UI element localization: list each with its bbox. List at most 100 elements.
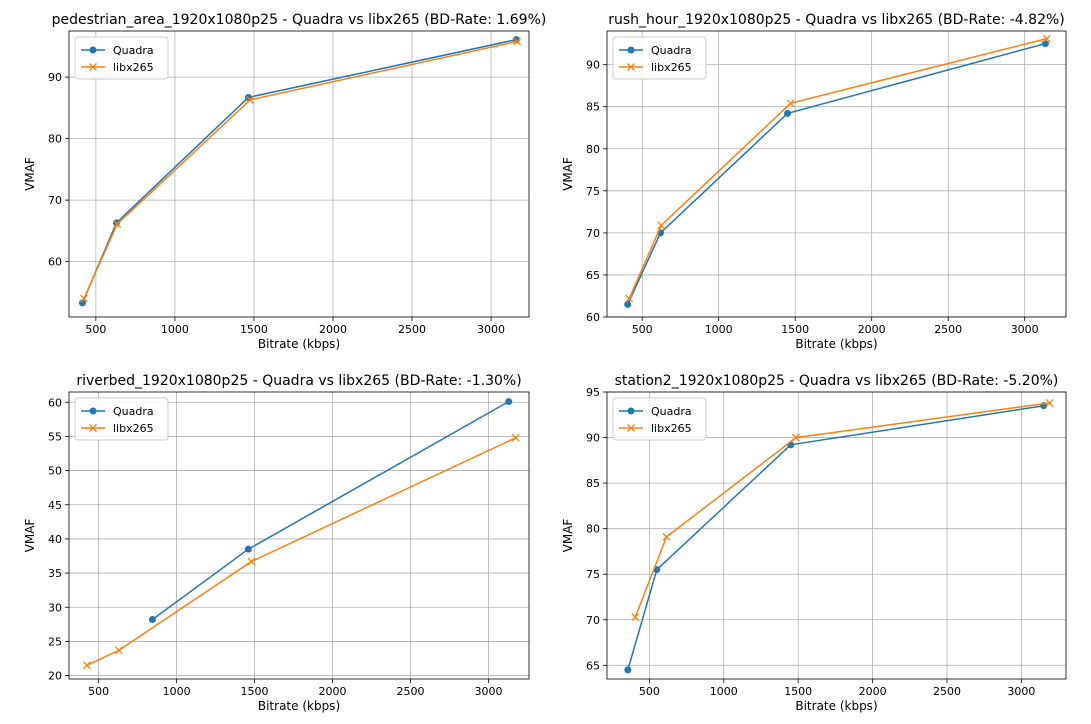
y-tick-label: 35: [48, 567, 62, 580]
legend-marker: [627, 63, 635, 71]
data-point-quadra: [784, 109, 792, 117]
x-tick-label: 1000: [161, 323, 189, 336]
y-tick-label: 95: [586, 386, 600, 399]
y-axis-label: VMAF: [23, 157, 37, 191]
data-point-libx265: [662, 532, 671, 541]
data-point-libx265: [511, 433, 520, 442]
data-point-libx265: [113, 220, 122, 229]
y-axis-label: VMAF: [561, 519, 575, 553]
y-tick-label: 70: [586, 614, 600, 627]
x-tick-label: 500: [639, 685, 660, 698]
series-line-quadra: [151, 400, 510, 621]
series-line-quadra: [627, 404, 1044, 671]
legend-label: Quadra: [113, 44, 154, 57]
legend-label: Quadra: [651, 44, 692, 57]
x-tick-label: 2500: [396, 685, 424, 698]
data-point-libx265: [513, 37, 522, 46]
plot-frame: [606, 30, 1067, 318]
y-tick-label: 40: [48, 533, 62, 546]
y-tick-label: 60: [586, 311, 600, 324]
y-axis-label: VMAF: [23, 519, 37, 553]
data-point-quadra: [244, 545, 252, 553]
data-point-quadra: [1041, 40, 1049, 48]
x-tick-label: 2500: [398, 323, 426, 336]
x-tick-label: 500: [632, 323, 653, 336]
x-tick-label: 1000: [710, 685, 738, 698]
y-tick-label: 70: [586, 227, 600, 240]
y-tick-label: 45: [48, 499, 62, 512]
legend-marker: [627, 46, 635, 54]
x-tick-label: 2000: [319, 685, 347, 698]
legend-label: libx265: [113, 422, 154, 435]
legend-marker: [89, 63, 97, 71]
data-point-libx265: [791, 433, 800, 442]
chart-title: rush_hour_1920x1080p25 - Quadra vs libx2…: [608, 12, 1065, 28]
x-tick-label: 1000: [705, 323, 733, 336]
data-point-quadra: [148, 616, 156, 624]
x-tick-label: 3000: [1007, 685, 1035, 698]
plot-frame: [68, 391, 530, 680]
data-point-libx265: [247, 557, 256, 566]
series-line-libx265: [634, 402, 1050, 618]
x-tick-label: 2500: [933, 685, 961, 698]
y-tick-label: 75: [586, 185, 600, 198]
y-tick-label: 60: [48, 396, 62, 409]
data-point-libx265: [82, 661, 91, 670]
data-point-libx265: [1045, 398, 1054, 407]
legend-marker: [627, 407, 635, 415]
x-axis-label: Bitrate (kbps): [795, 337, 877, 351]
x-tick-label: 1500: [241, 685, 269, 698]
y-tick-label: 80: [586, 523, 600, 536]
chart-title: pedestrian_area_1920x1080p25 - Quadra vs…: [52, 12, 547, 28]
data-point-libx265: [631, 613, 640, 622]
legend-label: libx265: [651, 61, 692, 74]
x-tick-label: 1500: [784, 685, 812, 698]
x-axis-label: Bitrate (kbps): [258, 699, 340, 713]
series-line-libx265: [86, 437, 517, 666]
x-axis-label: Bitrate (kbps): [795, 699, 877, 713]
chart-panel-4: 500 1000 1500 2000 2500 3000 65 70 75 80 85 90 95 sta…: [561, 373, 1067, 713]
y-tick-label: 80: [586, 143, 600, 156]
data-point-libx265: [246, 95, 254, 104]
y-tick-label: 30: [48, 601, 62, 614]
series-line-libx265: [83, 40, 518, 299]
legend-marker: [627, 424, 635, 432]
legend-label: Quadra: [113, 405, 154, 418]
legend-box: [74, 36, 169, 80]
chart-panel-2: 500 1000 1500 2000 2500 3000 60 65 70 75 80 85 90 rus…: [561, 12, 1067, 351]
legend-box: [612, 397, 707, 441]
x-tick-label: 1500: [781, 323, 809, 336]
plot-frame: [606, 391, 1067, 680]
legend-marker: [89, 46, 97, 54]
plot-frame: [68, 30, 530, 318]
x-axis-label: Bitrate (kbps): [258, 337, 340, 351]
legend-label: Quadra: [651, 405, 692, 418]
x-tick-label: 1000: [163, 685, 191, 698]
y-tick-label: 75: [586, 568, 600, 581]
x-tick-label: 500: [85, 323, 106, 336]
legend-box: [74, 397, 169, 441]
chart-title: riverbed_1920x1080p25 - Quadra vs libx26…: [76, 373, 521, 389]
data-point-libx265: [114, 646, 123, 655]
y-tick-label: 60: [48, 256, 62, 269]
x-tick-label: 3000: [477, 323, 505, 336]
chart-panel-3: 500 1000 1500 2000 2500 3000 20 25 30 35 40 45 50 55 6…: [23, 373, 530, 713]
x-tick-label: 3000: [1011, 323, 1039, 336]
data-point-libx265: [657, 221, 666, 230]
legend-label: libx265: [113, 61, 154, 74]
y-axis-label: VMAF: [561, 157, 575, 191]
y-tick-label: 50: [48, 465, 62, 478]
y-tick-label: 65: [586, 659, 600, 672]
legend-marker: [89, 407, 97, 415]
legend-box: [612, 36, 707, 80]
x-tick-label: 2000: [859, 685, 887, 698]
x-tick-label: 2000: [858, 323, 886, 336]
x-tick-label: 1500: [240, 323, 268, 336]
data-point-libx265: [1042, 34, 1051, 43]
y-tick-label: 85: [586, 101, 600, 114]
y-tick-label: 80: [48, 133, 62, 146]
series-line-quadra: [627, 42, 1046, 305]
data-point-libx265: [625, 294, 634, 303]
y-tick-label: 90: [586, 59, 600, 72]
data-point-libx265: [786, 99, 795, 108]
